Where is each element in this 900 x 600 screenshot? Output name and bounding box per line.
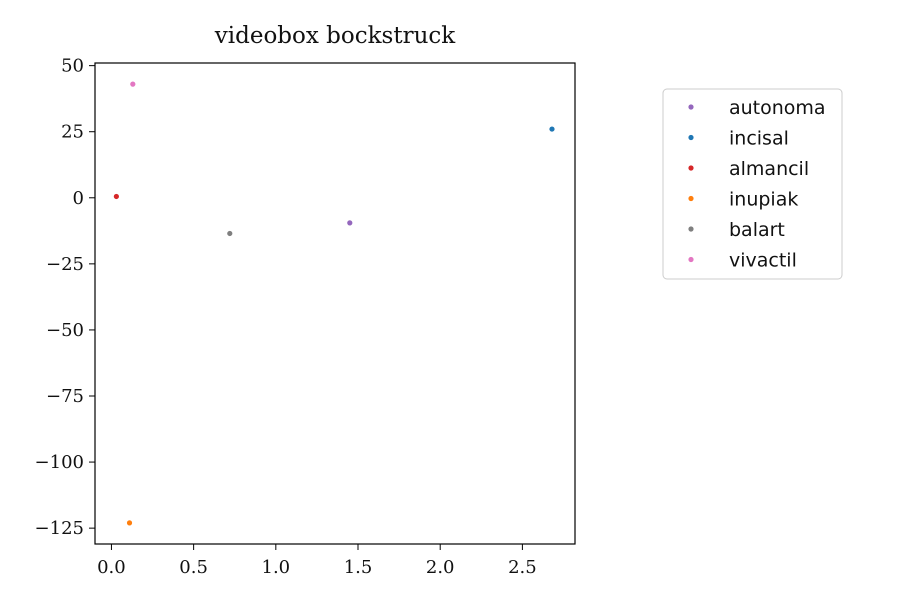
data-point-almancil — [113, 193, 119, 200]
data-point-balart — [227, 230, 233, 237]
legend-marker — [688, 256, 694, 263]
legend-marker — [688, 195, 694, 202]
x-tick-label: 1.5 — [344, 557, 373, 578]
y-tick-label: −50 — [46, 320, 84, 341]
legend-marker — [688, 104, 694, 110]
y-tick-label: −125 — [35, 518, 84, 539]
data-point-autonoma — [347, 220, 353, 226]
x-axis: 0.0 0.5 1.0 1.5 2.0 2.5 — [97, 544, 537, 578]
plot-frame — [94, 62, 576, 545]
x-tick-label: 2.5 — [508, 557, 537, 578]
x-tick-label: 2.0 — [426, 557, 455, 578]
legend: autonoma incisal almancil inupiak balart viva… — [662, 88, 843, 280]
y-tick-label: −25 — [46, 254, 84, 275]
legend-frame — [662, 88, 843, 280]
data-points — [113, 81, 555, 526]
legend-marker — [688, 226, 694, 232]
x-tick-label: 0.5 — [179, 557, 208, 578]
y-tick-label: −75 — [46, 386, 84, 407]
legend-label: balart — [729, 219, 785, 241]
y-tick-label: 50 — [61, 56, 84, 77]
legend-marker — [688, 134, 694, 141]
y-tick-label: 25 — [61, 122, 84, 143]
chart-title: videobox bockstruck — [214, 23, 457, 49]
x-tick-label: 1.0 — [262, 557, 291, 578]
legend-marker — [688, 165, 694, 171]
x-tick-label: 0.0 — [97, 557, 126, 578]
data-point-inupiak — [126, 520, 133, 526]
data-point-incisal — [549, 126, 555, 132]
legend-label: incisal — [729, 128, 789, 150]
legend-label: vivactil — [729, 250, 797, 272]
y-tick-label: 0 — [73, 188, 84, 209]
y-tick-label: −100 — [35, 452, 84, 473]
data-point-vivactil — [130, 81, 136, 87]
legend-label: inupiak — [729, 189, 798, 211]
legend-label: autonoma — [729, 97, 826, 119]
legend-label: almancil — [729, 158, 809, 180]
y-axis: 50 25 0 −25 −50 −75 −100 −125 — [35, 56, 95, 539]
